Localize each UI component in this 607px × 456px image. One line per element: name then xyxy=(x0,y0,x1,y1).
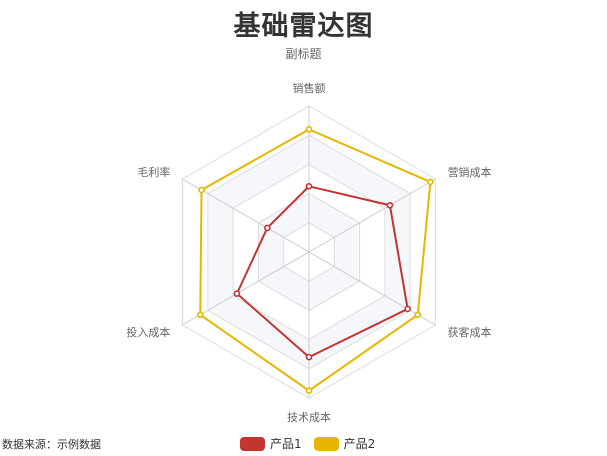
legend-label-series-1: 产品1 xyxy=(270,437,302,451)
data-source-note: 数据来源：示例数据 xyxy=(2,438,101,451)
series-1-point-1[interactable] xyxy=(305,183,313,190)
axis-line-5 xyxy=(182,251,310,326)
series-1-point-5[interactable] xyxy=(233,290,241,297)
series-2-point-5[interactable] xyxy=(196,311,204,319)
indicator-label-6: 毛利率 xyxy=(137,165,170,179)
series-2-point-1[interactable] xyxy=(305,126,313,133)
legend-item-series-2[interactable]: 产品2 xyxy=(313,435,376,452)
series-1-point-4[interactable] xyxy=(305,353,313,361)
series-1-point-3[interactable] xyxy=(404,305,411,313)
chart-subtitle: 副标题 xyxy=(285,47,322,61)
legend-item-series-1[interactable]: 产品1 xyxy=(240,435,302,452)
legend-swatch-series-2 xyxy=(313,436,339,451)
indicator-label-3: 获客成本 xyxy=(448,325,492,339)
series-2-point-6[interactable] xyxy=(198,186,205,194)
legend: 产品1 产品2 xyxy=(240,435,387,452)
series-2-point-3[interactable] xyxy=(414,311,422,319)
indicator-label-2: 营销成本 xyxy=(448,165,492,179)
series-1-point-6[interactable] xyxy=(263,224,271,232)
indicator-label-5: 投入成本 xyxy=(126,325,170,339)
series-2-point-2[interactable] xyxy=(427,178,434,186)
axis-line-3 xyxy=(308,251,436,326)
series-2-point-4[interactable] xyxy=(305,387,313,395)
series-1-point-2[interactable] xyxy=(386,201,394,209)
indicator-label-4: 技术成本 xyxy=(287,410,331,424)
indicator-label-1: 销售额 xyxy=(293,81,326,95)
chart-title: 基础雷达图 xyxy=(233,11,374,42)
legend-swatch-series-1 xyxy=(240,436,265,451)
legend-label-series-2: 产品2 xyxy=(343,437,376,451)
axis-line-2 xyxy=(308,178,436,253)
